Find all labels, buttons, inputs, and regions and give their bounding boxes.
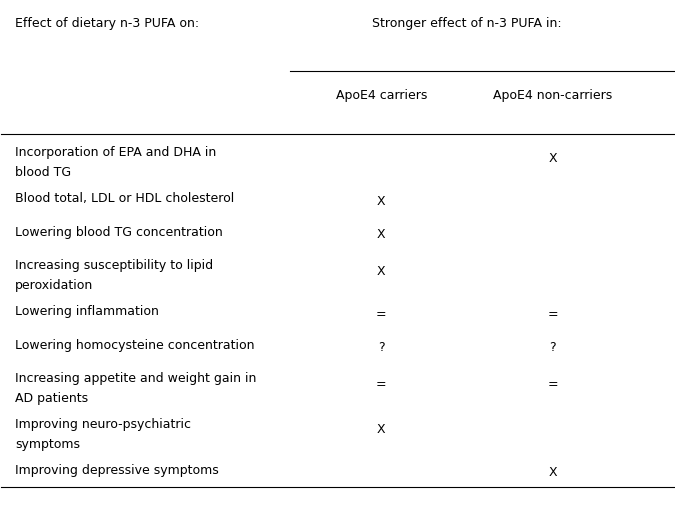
Text: X: X <box>548 466 557 479</box>
Text: Lowering inflammation: Lowering inflammation <box>15 305 159 318</box>
Text: ?: ? <box>549 341 556 354</box>
Text: Improving neuro-psychiatric: Improving neuro-psychiatric <box>15 418 191 431</box>
Text: peroxidation: peroxidation <box>15 279 93 292</box>
Text: symptoms: symptoms <box>15 438 80 451</box>
Text: Lowering homocysteine concentration: Lowering homocysteine concentration <box>15 339 254 352</box>
Text: =: = <box>376 308 387 320</box>
Text: Increasing susceptibility to lipid: Increasing susceptibility to lipid <box>15 259 213 272</box>
Text: blood TG: blood TG <box>15 166 71 179</box>
Text: X: X <box>377 265 385 278</box>
Text: ?: ? <box>378 341 385 354</box>
Text: AD patients: AD patients <box>15 392 88 405</box>
Text: ApoE4 carriers: ApoE4 carriers <box>335 90 427 103</box>
Text: X: X <box>377 423 385 436</box>
Text: X: X <box>377 228 385 241</box>
Text: Lowering blood TG concentration: Lowering blood TG concentration <box>15 226 223 239</box>
Text: Incorporation of EPA and DHA in: Incorporation of EPA and DHA in <box>15 146 216 159</box>
Text: Improving depressive symptoms: Improving depressive symptoms <box>15 464 219 477</box>
Text: =: = <box>547 378 558 391</box>
Text: X: X <box>548 152 557 165</box>
Text: Effect of dietary n-3 PUFA on:: Effect of dietary n-3 PUFA on: <box>15 17 199 30</box>
Text: Blood total, LDL or HDL cholesterol: Blood total, LDL or HDL cholesterol <box>15 192 234 205</box>
Text: =: = <box>547 308 558 320</box>
Text: ApoE4 non-carriers: ApoE4 non-carriers <box>493 90 612 103</box>
Text: =: = <box>376 378 387 391</box>
Text: Stronger effect of n-3 PUFA in:: Stronger effect of n-3 PUFA in: <box>372 17 562 30</box>
Text: X: X <box>377 195 385 208</box>
Text: Increasing appetite and weight gain in: Increasing appetite and weight gain in <box>15 373 256 386</box>
